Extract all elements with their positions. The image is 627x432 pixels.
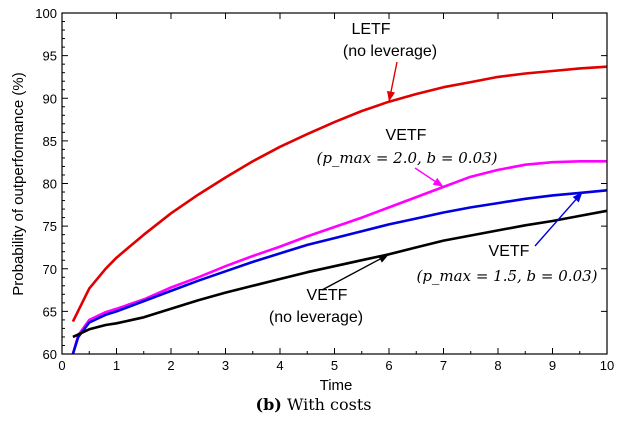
annotation-vetf2-subtitle: (p_max = 2.0, b = 0.03) — [316, 149, 497, 167]
series-line-1 — [71, 160, 607, 355]
x-tick-label: 10 — [600, 358, 614, 373]
y-axis-label: Probability of outperformance (%) — [10, 72, 27, 295]
annotation-letf-subtitle: (no leverage) — [343, 43, 437, 60]
caption-text: With costs — [286, 395, 372, 414]
x-tick-label: 4 — [276, 358, 283, 373]
series-line-0 — [71, 65, 608, 323]
annotation-vetf-nolev-title: VETF — [307, 287, 348, 304]
annotation-arrow-head-0 — [387, 90, 396, 102]
y-tick-label: 100 — [35, 6, 57, 21]
annotation-arrows — [321, 61, 584, 291]
chart: 0 1 2 3 4 5 6 7 8 9 10 60 65 70 75 80 85 90 95 100 LETF (no… — [10, 6, 614, 394]
annotation-arrow-head-2 — [572, 192, 583, 203]
annotation-vetf15-subtitle: (p_max = 1.5, b = 0.03) — [416, 267, 597, 285]
annotation-arrow-line-2 — [534, 191, 584, 247]
x-tick-label: 6 — [385, 358, 392, 373]
series-line-3 — [72, 209, 608, 339]
x-tick-label: 1 — [113, 358, 120, 373]
annotation-vetf2-title: VETF — [386, 127, 427, 144]
annotation-arrow-line-3 — [321, 253, 390, 291]
y-tick-label: 65 — [43, 304, 57, 319]
y-tick-label: 90 — [43, 91, 57, 106]
x-tick-label: 5 — [331, 358, 338, 373]
y-tick-label: 60 — [43, 347, 57, 362]
axis-ticks: 0 1 2 3 4 5 6 7 8 9 10 60 65 70 75 80 85 90 95 100 — [35, 6, 614, 373]
x-tick-label: 7 — [440, 358, 447, 373]
y-tick-label: 95 — [43, 49, 57, 64]
x-tick-label: 9 — [549, 358, 556, 373]
annotation-letf-title: LETF — [351, 21, 390, 38]
caption-label: (b) — [255, 395, 282, 414]
y-tick-label: 70 — [43, 262, 57, 277]
x-axis-label: Time — [320, 377, 353, 394]
annotation-vetf15-title: VETF — [489, 243, 530, 260]
figure-caption: (b) With costs — [0, 395, 627, 414]
annotation-vetf-nolev-subtitle: (no leverage) — [269, 309, 363, 326]
y-tick-label: 75 — [43, 219, 57, 234]
y-tick-label: 85 — [43, 134, 57, 149]
x-tick-label: 3 — [222, 358, 229, 373]
x-tick-label: 8 — [494, 358, 501, 373]
y-tick-label: 80 — [43, 177, 57, 192]
x-tick-label: 2 — [167, 358, 174, 373]
x-tick-label: 0 — [58, 358, 65, 373]
annotation-arrow-head-3 — [378, 254, 389, 263]
series-line-2 — [71, 189, 608, 355]
annotation-arrow-head-1 — [432, 177, 444, 187]
plot-frame — [61, 12, 608, 355]
series-lines — [71, 65, 608, 355]
